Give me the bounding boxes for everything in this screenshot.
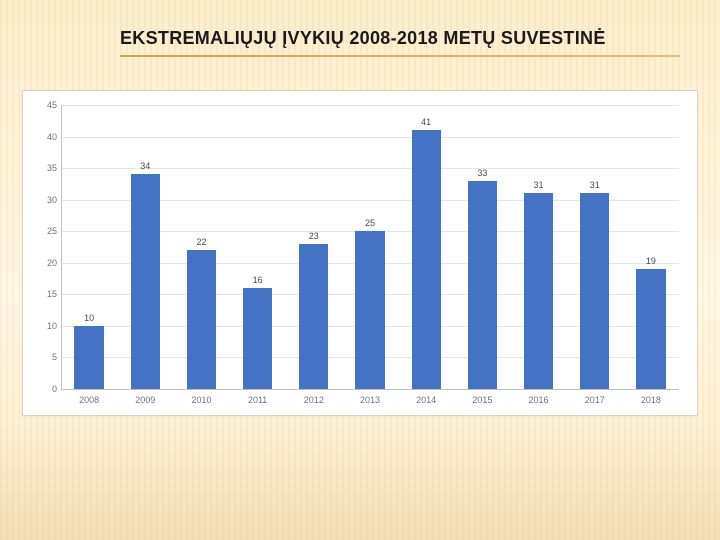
chart-bar-value-label: 10 xyxy=(74,313,103,323)
chart-bar: 23 xyxy=(299,244,328,389)
chart-x-tick-label: 2011 xyxy=(248,395,267,405)
chart-bar-value-label: 16 xyxy=(243,275,272,285)
chart-y-tick-label: 40 xyxy=(31,132,57,142)
chart-x-tick-label: 2017 xyxy=(585,395,605,405)
chart-bar-value-label: 31 xyxy=(580,180,609,190)
page-title: EKSTREMALIŲJŲ ĮVYKIŲ 2008-2018 METŲ SUVE… xyxy=(120,28,680,49)
page-header: EKSTREMALIŲJŲ ĮVYKIŲ 2008-2018 METŲ SUVE… xyxy=(0,0,720,65)
chart-x-tick-label: 2018 xyxy=(641,395,661,405)
chart-y-tick-label: 10 xyxy=(31,321,57,331)
chart-gridline xyxy=(61,137,679,138)
chart-y-tick-label: 0 xyxy=(31,384,57,394)
chart-bar: 31 xyxy=(524,193,553,389)
chart-gridline xyxy=(61,105,679,106)
chart-bar-value-label: 22 xyxy=(187,237,216,247)
chart-bar-value-label: 19 xyxy=(636,256,665,266)
chart-y-tick-label: 45 xyxy=(31,100,57,110)
chart-bar: 16 xyxy=(243,288,272,389)
chart-bar-value-label: 31 xyxy=(524,180,553,190)
chart-bar: 34 xyxy=(131,174,160,389)
chart-bar: 25 xyxy=(355,231,384,389)
chart-plot-area: 0510152025303540451020083420092220101620… xyxy=(61,105,679,389)
chart-x-tick-label: 2015 xyxy=(472,395,492,405)
chart-x-tick-label: 2016 xyxy=(529,395,549,405)
chart-x-tick-label: 2012 xyxy=(304,395,324,405)
chart-y-tick-label: 15 xyxy=(31,289,57,299)
chart-bar: 22 xyxy=(187,250,216,389)
chart-y-axis xyxy=(61,105,62,389)
title-underline xyxy=(120,55,680,57)
chart-gridline xyxy=(61,389,679,390)
chart-x-tick-label: 2008 xyxy=(79,395,99,405)
chart-x-tick-label: 2010 xyxy=(191,395,211,405)
chart-x-tick-label: 2014 xyxy=(416,395,436,405)
chart-y-tick-label: 20 xyxy=(31,258,57,268)
chart-y-tick-label: 25 xyxy=(31,226,57,236)
chart-y-tick-label: 30 xyxy=(31,195,57,205)
chart-bar: 31 xyxy=(580,193,609,389)
chart-y-tick-label: 5 xyxy=(31,352,57,362)
chart-bar: 10 xyxy=(74,326,103,389)
chart-bar-value-label: 23 xyxy=(299,231,328,241)
chart-bar: 33 xyxy=(468,181,497,389)
chart-bar-value-label: 34 xyxy=(131,161,160,171)
chart-bar-value-label: 41 xyxy=(412,117,441,127)
chart-bar: 19 xyxy=(636,269,665,389)
chart-bar: 41 xyxy=(412,130,441,389)
chart-container: 0 5 10 15 20 25 30 35 40 45 10 2008 34 2009 22 2010 16 20… xyxy=(22,90,698,416)
chart-y-tick-label: 35 xyxy=(31,163,57,173)
chart-bar-value-label: 33 xyxy=(468,168,497,178)
chart-x-tick-label: 2009 xyxy=(135,395,155,405)
chart-x-tick-label: 2013 xyxy=(360,395,380,405)
chart-bar-value-label: 25 xyxy=(355,218,384,228)
